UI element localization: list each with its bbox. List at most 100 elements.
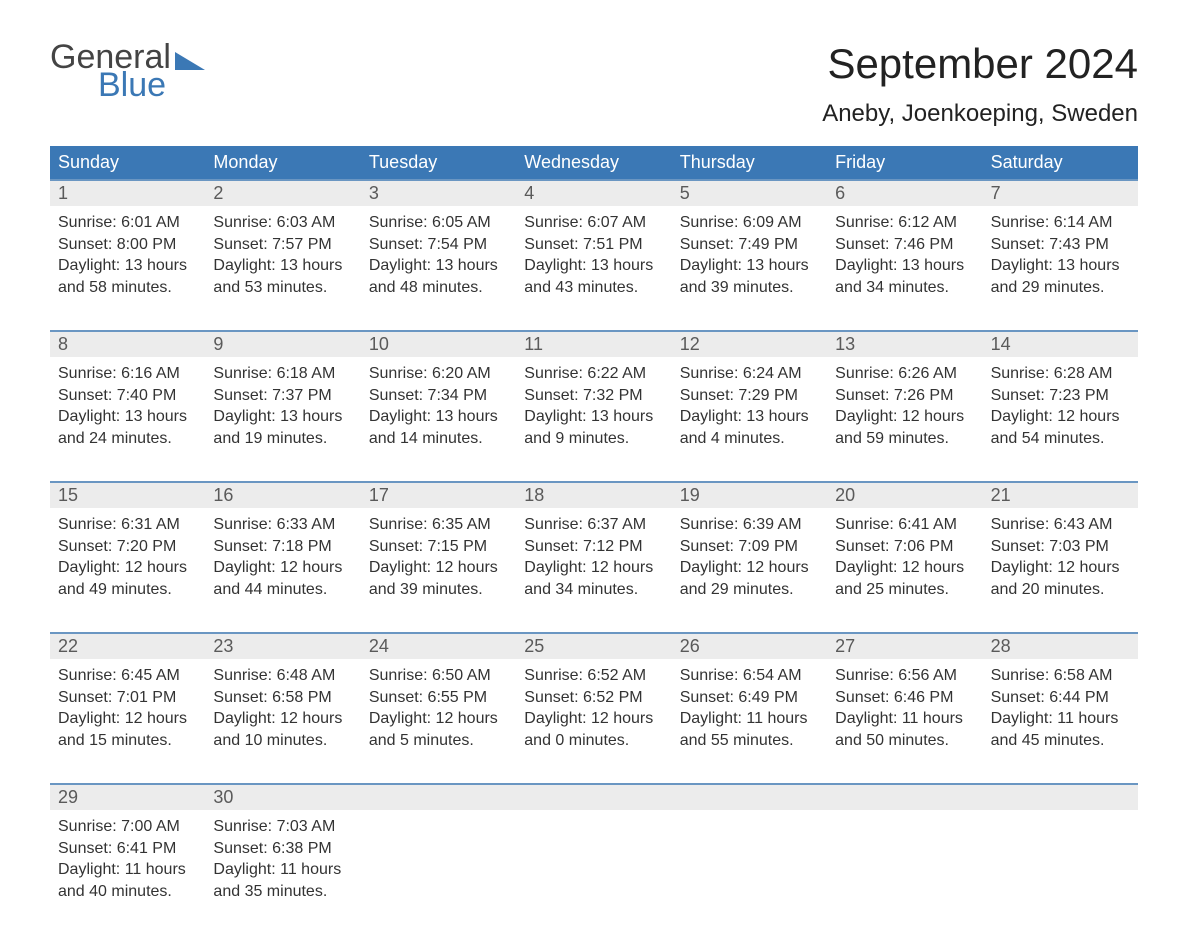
daylight-text-line1: Daylight: 12 hours [991, 406, 1130, 428]
daylight-text-line1: Daylight: 13 hours [680, 406, 819, 428]
sunset-text: Sunset: 6:44 PM [991, 687, 1130, 709]
daylight-text-line2: and 59 minutes. [835, 428, 974, 450]
sunset-text: Sunset: 7:20 PM [58, 536, 197, 558]
title-block: September 2024 Aneby, Joenkoeping, Swede… [822, 40, 1138, 128]
day-number: 9 [205, 332, 360, 357]
daylight-text-line2: and 49 minutes. [58, 579, 197, 601]
daylight-text-line1: Daylight: 13 hours [213, 255, 352, 277]
daylight-text-line1: Daylight: 13 hours [524, 255, 663, 277]
sunrise-text: Sunrise: 6:52 AM [524, 665, 663, 687]
calendar-cell: Sunrise: 6:14 AMSunset: 7:43 PMDaylight:… [983, 206, 1138, 306]
daylight-text-line1: Daylight: 12 hours [369, 557, 508, 579]
daylight-text-line2: and 54 minutes. [991, 428, 1130, 450]
calendar-cell: Sunrise: 6:50 AMSunset: 6:55 PMDaylight:… [361, 659, 516, 759]
sunrise-text: Sunrise: 6:35 AM [369, 514, 508, 536]
sunset-text: Sunset: 7:29 PM [680, 385, 819, 407]
sunrise-text: Sunrise: 6:18 AM [213, 363, 352, 385]
day-number-row: 22232425262728 [50, 634, 1138, 659]
daylight-text-line1: Daylight: 13 hours [369, 406, 508, 428]
sunset-text: Sunset: 7:12 PM [524, 536, 663, 558]
daylight-text-line2: and 34 minutes. [524, 579, 663, 601]
sunrise-text: Sunrise: 6:33 AM [213, 514, 352, 536]
sunset-text: Sunset: 7:57 PM [213, 234, 352, 256]
daylight-text-line1: Daylight: 13 hours [991, 255, 1130, 277]
sunset-text: Sunset: 7:18 PM [213, 536, 352, 558]
calendar-week: 1234567Sunrise: 6:01 AMSunset: 8:00 PMDa… [50, 179, 1138, 306]
dow-wednesday: Wednesday [516, 146, 671, 179]
logo: General Blue [50, 40, 205, 102]
day-number [516, 785, 671, 810]
sunrise-text: Sunrise: 6:07 AM [524, 212, 663, 234]
daylight-text-line2: and 45 minutes. [991, 730, 1130, 752]
calendar-week: 2930Sunrise: 7:00 AMSunset: 6:41 PMDayli… [50, 783, 1138, 910]
daylight-text-line2: and 0 minutes. [524, 730, 663, 752]
sunset-text: Sunset: 6:41 PM [58, 838, 197, 860]
day-number: 16 [205, 483, 360, 508]
daylight-text-line1: Daylight: 11 hours [58, 859, 197, 881]
daylight-text-line2: and 55 minutes. [680, 730, 819, 752]
sunrise-text: Sunrise: 7:00 AM [58, 816, 197, 838]
daylight-text-line1: Daylight: 12 hours [524, 708, 663, 730]
calendar-cell [983, 810, 1138, 910]
sunrise-text: Sunrise: 6:26 AM [835, 363, 974, 385]
sunrise-text: Sunrise: 6:56 AM [835, 665, 974, 687]
calendar-cell: Sunrise: 6:33 AMSunset: 7:18 PMDaylight:… [205, 508, 360, 608]
daylight-text-line2: and 48 minutes. [369, 277, 508, 299]
calendar-cell: Sunrise: 6:24 AMSunset: 7:29 PMDaylight:… [672, 357, 827, 457]
daylight-text-line1: Daylight: 13 hours [58, 406, 197, 428]
calendar-cell: Sunrise: 6:31 AMSunset: 7:20 PMDaylight:… [50, 508, 205, 608]
calendar-cell: Sunrise: 6:39 AMSunset: 7:09 PMDaylight:… [672, 508, 827, 608]
calendar-week: 891011121314 Sunrise: 6:16 AMSunset: 7:40… [50, 330, 1138, 457]
sunset-text: Sunset: 7:06 PM [835, 536, 974, 558]
daylight-text-line2: and 39 minutes. [369, 579, 508, 601]
day-of-week-header: Sunday Monday Tuesday Wednesday Thursday… [50, 146, 1138, 179]
sunset-text: Sunset: 7:34 PM [369, 385, 508, 407]
day-number [672, 785, 827, 810]
sunrise-text: Sunrise: 6:16 AM [58, 363, 197, 385]
daylight-text-line1: Daylight: 11 hours [991, 708, 1130, 730]
day-number: 26 [672, 634, 827, 659]
sunrise-text: Sunrise: 6:03 AM [213, 212, 352, 234]
day-number-row: 891011121314 [50, 332, 1138, 357]
day-number: 14 [983, 332, 1138, 357]
day-number: 1 [50, 181, 205, 206]
calendar-cell: Sunrise: 6:35 AMSunset: 7:15 PMDaylight:… [361, 508, 516, 608]
daylight-text-line1: Daylight: 11 hours [680, 708, 819, 730]
daylight-text-line2: and 20 minutes. [991, 579, 1130, 601]
dow-monday: Monday [205, 146, 360, 179]
daylight-text-line1: Daylight: 12 hours [835, 557, 974, 579]
daylight-text-line2: and 58 minutes. [58, 277, 197, 299]
dow-tuesday: Tuesday [361, 146, 516, 179]
day-number: 7 [983, 181, 1138, 206]
day-number: 15 [50, 483, 205, 508]
sunrise-text: Sunrise: 6:24 AM [680, 363, 819, 385]
daylight-text-line2: and 14 minutes. [369, 428, 508, 450]
calendar-cell: Sunrise: 6:48 AMSunset: 6:58 PMDaylight:… [205, 659, 360, 759]
day-number: 20 [827, 483, 982, 508]
day-number: 29 [50, 785, 205, 810]
dow-thursday: Thursday [672, 146, 827, 179]
calendar-cell: Sunrise: 6:45 AMSunset: 7:01 PMDaylight:… [50, 659, 205, 759]
page-title: September 2024 [822, 40, 1138, 88]
daylight-text-line2: and 50 minutes. [835, 730, 974, 752]
calendar-cell [827, 810, 982, 910]
calendar-cell: Sunrise: 6:01 AMSunset: 8:00 PMDaylight:… [50, 206, 205, 306]
calendar-cell [516, 810, 671, 910]
daylight-text-line2: and 5 minutes. [369, 730, 508, 752]
sunset-text: Sunset: 7:01 PM [58, 687, 197, 709]
day-number [827, 785, 982, 810]
daylight-text-line1: Daylight: 13 hours [835, 255, 974, 277]
sunset-text: Sunset: 6:46 PM [835, 687, 974, 709]
calendar-cell: Sunrise: 6:54 AMSunset: 6:49 PMDaylight:… [672, 659, 827, 759]
daylight-text-line2: and 19 minutes. [213, 428, 352, 450]
daylight-text-line1: Daylight: 12 hours [58, 557, 197, 579]
sunset-text: Sunset: 7:03 PM [991, 536, 1130, 558]
daylight-text-line2: and 10 minutes. [213, 730, 352, 752]
day-number: 8 [50, 332, 205, 357]
sunrise-text: Sunrise: 6:12 AM [835, 212, 974, 234]
logo-text-blue: Blue [98, 68, 166, 102]
daylight-text-line2: and 35 minutes. [213, 881, 352, 903]
daylight-text-line2: and 29 minutes. [991, 277, 1130, 299]
day-number-row: 15161718192021 [50, 483, 1138, 508]
sunset-text: Sunset: 7:40 PM [58, 385, 197, 407]
